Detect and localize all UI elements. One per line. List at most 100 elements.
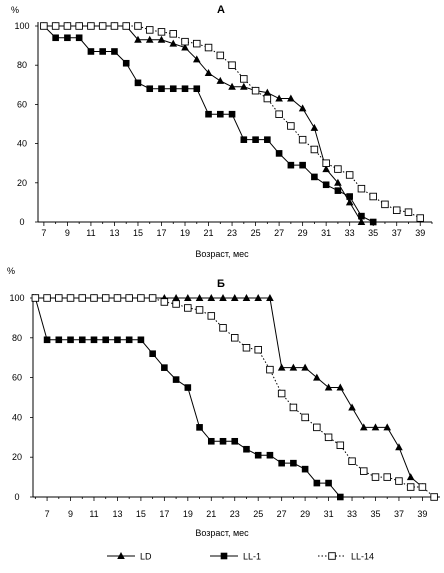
panel-b-x-tick-label: 29 [300,509,310,519]
panel-b-x-tick-label: 11 [89,509,98,519]
panel-a-point-ll-1 [358,212,365,220]
panel-b-x-tick-label: 35 [370,509,380,519]
panel-a-point-ld [310,123,319,131]
panel-a-point-ll-14 [181,37,189,46]
panel-a-point-ld [216,76,225,84]
panel-b-point-ll-1 [149,350,156,358]
panel-b-y-tick-label: 40 [12,412,22,422]
panel-a-point-ll-14 [287,122,295,130]
panel-b-point-ll-14 [31,294,40,302]
panel-b-point-ll-1 [219,437,227,445]
panel-a-series-line-ll-1 [43,25,374,223]
panel-b-x-tick-label: 17 [159,509,169,519]
panel-b-x-tick-label: 31 [324,509,334,519]
panel-b-point-ld [348,403,356,411]
panel-a-point-ll-14 [381,200,389,209]
panel-a-point-ll-14 [334,165,342,173]
panel-b-point-ll-14 [66,294,75,302]
panel-a-point-ll-14 [169,30,178,38]
panel-a-point-ll-1 [311,173,318,181]
panel-b-point-ll-14 [383,473,391,481]
panel-a-point-ll-14 [240,75,248,83]
panel-b-point-ll-14 [336,441,345,450]
panel-a-point-ll-14 [392,206,401,214]
panel-b-point-ll-14 [78,294,87,302]
panel-b-point-ld [395,443,403,451]
panel-a-point-ll-14 [145,26,154,34]
panel-b-point-ld [324,383,333,391]
panel-b-point-ll-1 [278,459,285,467]
panel-b-point-ld [172,294,180,301]
legend-marker-ll-1 [220,552,228,560]
panel-b-point-ld [254,294,262,301]
panel-b-point-ll-1 [290,459,297,467]
panel-a-point-ll-1 [322,181,330,189]
panel-b-point-ld [371,423,380,431]
panel-a-point-ll-14 [193,39,201,48]
panel-a-point-ll-14 [157,28,166,36]
panel-b-point-ll-14 [254,345,262,354]
panel-a-point-ll-14 [416,214,424,222]
panel-b-point-ld [277,363,286,371]
panel-a-point-ll-1 [75,34,83,42]
panel-a-point-ll-14 [298,135,307,144]
panel-a-x-tick-label: 13 [109,228,119,238]
panel-b-point-ld [242,294,251,301]
panel-b-point-ld [359,423,368,431]
panel-a-point-ll-1 [146,85,154,93]
panel-b-series-line-ll-14 [35,297,435,498]
panel-a-x-tick-label: 35 [368,228,378,238]
panel-a-point-ld [357,218,366,225]
legend-label-ll-14: LL-14 [351,552,374,562]
panel-a-point-ll-1 [52,34,59,42]
panel-a-y-tick-label: 60 [17,99,27,109]
panel-b-point-ll-14 [219,324,227,332]
panel-a-x-tick-label: 25 [251,228,261,238]
panel-b-point-ll-14 [301,413,309,422]
panel-a-plot: 7 9 11 13 15 17 19 21 23 25 27 29 31 33 35 37 39 0 20 40 60 8… [14,21,433,238]
panel-a-point-ll-14 [63,22,72,30]
panel-a-point-ll-1 [193,85,201,93]
panel-a-point-ld [228,82,236,90]
panel-b-point-ll-1 [43,336,51,344]
panel-b-point-ll-1 [90,336,98,344]
panel-b-point-ll-14 [395,477,403,485]
panel-b-point-ld [207,294,216,301]
panel-b-title: Б [217,278,225,290]
panel-a-point-ll-1 [87,48,95,55]
panel-a-x-tick-label: 23 [227,228,237,238]
panel-a-point-ll-14 [216,51,225,60]
panel-b-x-tick-label: 13 [112,509,122,519]
panel-b-point-ll-14 [360,467,368,475]
panel-b-point-ll-14 [313,423,321,432]
panel-a-point-ll-14 [322,159,330,167]
panel-b-point-ll-14 [207,312,216,320]
panel-b-y-tick-label: 100 [9,293,24,303]
panel-a-point-ll-1 [205,110,212,118]
panel-b-x-tick-label: 25 [253,509,263,519]
panel-b-point-ll-14 [371,473,380,481]
panel-b-point-ll-14 [406,483,415,491]
panel-a-point-ll-14 [345,171,354,179]
panel-b-x-tick-label: 27 [277,509,287,519]
panel-a-point-ll-1 [369,218,377,226]
panel-b-point-ll-1 [243,445,250,453]
panel-a-point-ll-1 [264,136,271,143]
panel-a-point-ld [134,35,142,43]
panel-b-point-ld [195,294,204,301]
panel-a-point-ll-1 [99,48,106,55]
panel-a-point-ll-1 [169,85,177,93]
panel-a-point-ld [334,178,342,186]
panel-a-y-tick-label: 80 [17,60,27,70]
panel-a-point-ll-1 [216,110,224,118]
panel-a-x-tick-label: 33 [345,228,355,238]
panel-a-y-tick-label: 40 [17,139,27,149]
legend-marker-ll-14 [328,552,336,560]
panel-a-point-ll-1 [122,59,130,67]
panel-b-point-ll-1 [137,336,145,344]
panel-a-point-ld [192,55,201,63]
panel-b-point-ll-1 [125,336,133,344]
panel-a-point-ld [275,94,283,102]
panel-b-point-ll-1 [172,376,180,383]
